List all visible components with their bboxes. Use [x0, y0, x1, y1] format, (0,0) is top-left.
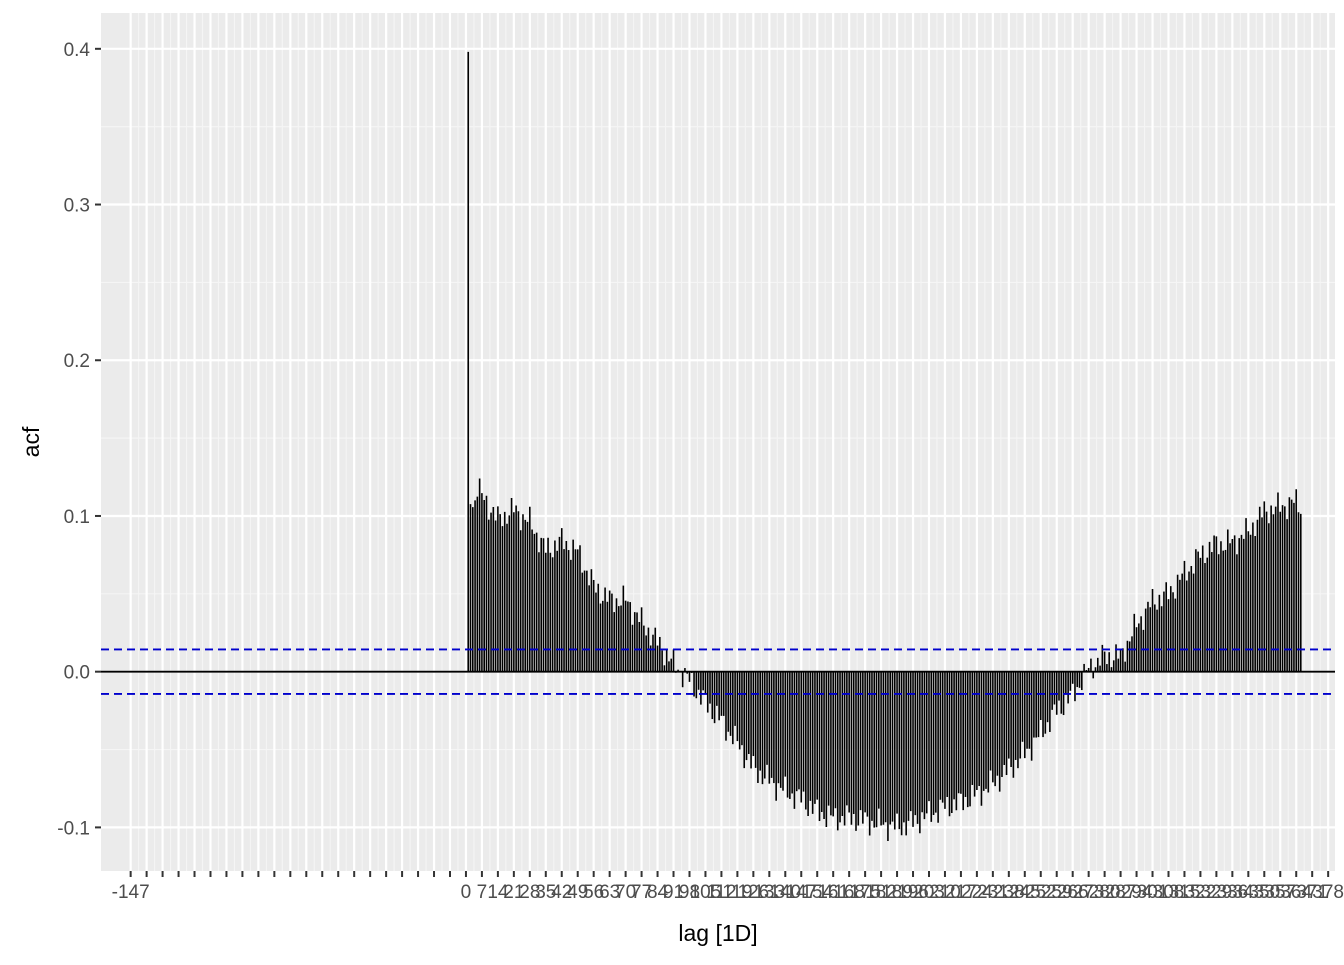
- x-tick-label: 294: [1121, 882, 1153, 903]
- x-tick-label: 42: [551, 882, 572, 903]
- x-tick-label: 308: [1153, 882, 1185, 903]
- x-tick-label: 203: [913, 882, 945, 903]
- x-tick-label: 245: [1009, 882, 1041, 903]
- y-tick-label: 0.4: [64, 40, 91, 61]
- acf-bars: [467, 51, 1302, 841]
- x-tick-label: 7: [477, 882, 488, 903]
- y-axis-title: acf: [18, 426, 44, 457]
- x-tick-label: 147: [785, 882, 817, 903]
- y-axis: -0.1 0.0 0.1 0.2 0.3 0.4: [57, 40, 101, 839]
- x-tick-label: 217: [945, 882, 977, 903]
- x-tick-label: 35: [535, 882, 556, 903]
- x-tick-label: 77: [631, 882, 652, 903]
- x-tick-label: 357: [1264, 882, 1296, 903]
- x-tick-label: 63: [599, 882, 620, 903]
- x-tick-label: 280: [1089, 882, 1121, 903]
- x-tick-label: 322: [1185, 882, 1217, 903]
- x-tick-label: 98: [679, 882, 700, 903]
- y-tick-label: 0.3: [64, 196, 90, 217]
- y-tick-label: 0.0: [64, 663, 90, 684]
- y-tick-label: 0.1: [64, 507, 90, 528]
- x-tick-label: 196: [897, 882, 929, 903]
- y-tick-label: -0.1: [57, 818, 90, 839]
- x-tick-label: 168: [833, 882, 865, 903]
- reference-lines: [101, 648, 1335, 695]
- x-tick-label: 266: [1057, 882, 1089, 903]
- x-tick-label: 301: [1137, 882, 1169, 903]
- x-tick-label: 154: [801, 882, 833, 903]
- x-axis: -147 0 7 1421283542495663707784919810511211…: [112, 871, 1344, 903]
- x-axis-title: lag [1D]: [678, 920, 757, 946]
- x-tick-label: 252: [1025, 882, 1057, 903]
- x-tick-label: 21: [503, 882, 524, 903]
- x-tick-label: 259: [1041, 882, 1073, 903]
- x-tick-label: 350: [1248, 882, 1280, 903]
- x-tick-label: 378: [1312, 882, 1344, 903]
- x-tick-label: 175: [849, 882, 881, 903]
- x-tick-label: 273: [1073, 882, 1105, 903]
- x-tick-label: 315: [1169, 882, 1201, 903]
- x-tick-label: 91: [663, 882, 684, 903]
- x-tick-label: 336: [1217, 882, 1249, 903]
- x-tick-label: 14: [487, 882, 509, 903]
- x-tick-label: 119: [722, 882, 752, 903]
- x-tick-label: 231: [977, 882, 1009, 903]
- x-tick-label: 189: [881, 882, 913, 903]
- x-tick-label: 49: [567, 882, 588, 903]
- x-tick-label: 238: [993, 882, 1025, 903]
- x-tick-label: 126: [738, 882, 770, 903]
- x-tick-label: 0: [461, 882, 472, 903]
- x-tick-label: 56: [583, 882, 604, 903]
- x-tick-label: 133: [753, 882, 785, 903]
- x-tick-label: 343: [1232, 882, 1264, 903]
- x-tick-label: 224: [961, 882, 993, 903]
- x-tick-label: -147: [112, 882, 150, 903]
- x-tick-label: 140: [769, 882, 801, 903]
- x-tick-label: 105: [690, 882, 722, 903]
- x-tick-label: 70: [615, 882, 636, 903]
- x-tick-label: 161: [817, 882, 849, 903]
- y-tick-label: 0.2: [64, 351, 90, 372]
- x-tick-label: 28: [519, 882, 540, 903]
- x-tick-label: 210: [929, 882, 961, 903]
- x-tick-label: 112: [706, 882, 736, 903]
- x-tick-label: 371: [1296, 882, 1328, 903]
- plot-panel: [101, 13, 1335, 871]
- x-tick-label: 287: [1105, 882, 1137, 903]
- x-tick-label: 329: [1201, 882, 1233, 903]
- x-tick-label: 182: [865, 882, 897, 903]
- grid-minor-x: [138, 13, 1321, 871]
- x-tick-label: 84: [647, 882, 669, 903]
- x-tick-label: 364: [1280, 882, 1312, 903]
